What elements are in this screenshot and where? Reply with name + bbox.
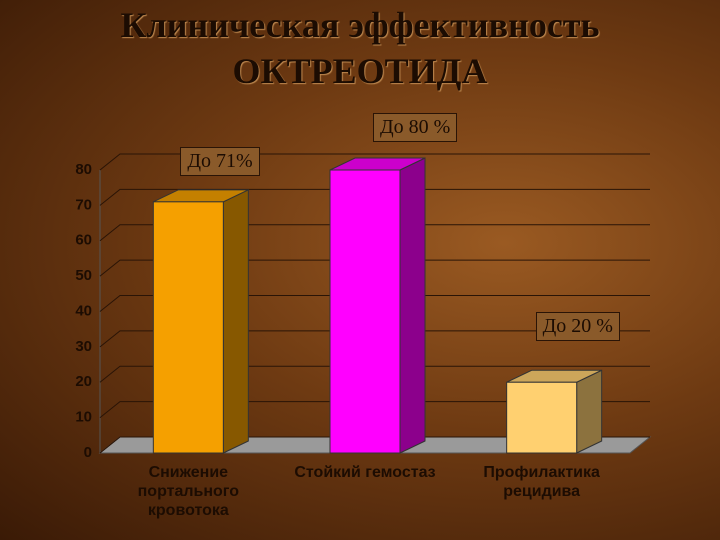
bar-side — [399, 157, 426, 454]
x-tick-label: Снижение портального кровотока — [137, 464, 240, 519]
bar-side — [222, 189, 249, 454]
y-tick-label: 80 — [75, 161, 92, 178]
bar — [152, 201, 224, 454]
bar — [506, 381, 578, 454]
grid-line — [99, 153, 650, 171]
bar-side — [576, 369, 603, 454]
y-tick-label: 10 — [75, 409, 92, 426]
value-label: До 71% — [180, 146, 260, 176]
grid-line — [99, 436, 650, 454]
bar — [329, 169, 401, 454]
value-label: До 80 % — [373, 113, 458, 142]
y-tick-label: 40 — [75, 302, 92, 319]
grid-line — [99, 401, 650, 419]
grid-line — [99, 224, 650, 242]
grid-line — [99, 188, 650, 206]
y-tick-label: 50 — [75, 267, 92, 284]
x-tick-label: Профилактика рецидива — [483, 464, 600, 500]
y-tick-label: 60 — [75, 232, 92, 249]
value-label: До 20 % — [535, 312, 620, 342]
grid-line — [99, 295, 650, 312]
y-tick-label: 30 — [75, 338, 92, 355]
y-tick-label: 70 — [75, 196, 92, 213]
y-tick-label: 20 — [75, 373, 92, 390]
grid-line — [99, 330, 650, 348]
grid-line — [99, 365, 650, 383]
chart-subtitle: ОКТРЕОТИДА — [232, 51, 488, 91]
x-tick-label: Стойкий гемостаз — [294, 464, 436, 481]
chart-title: Клиническая эффективность — [120, 5, 600, 45]
grid-line — [99, 259, 650, 277]
y-tick-label: 0 — [84, 444, 92, 461]
